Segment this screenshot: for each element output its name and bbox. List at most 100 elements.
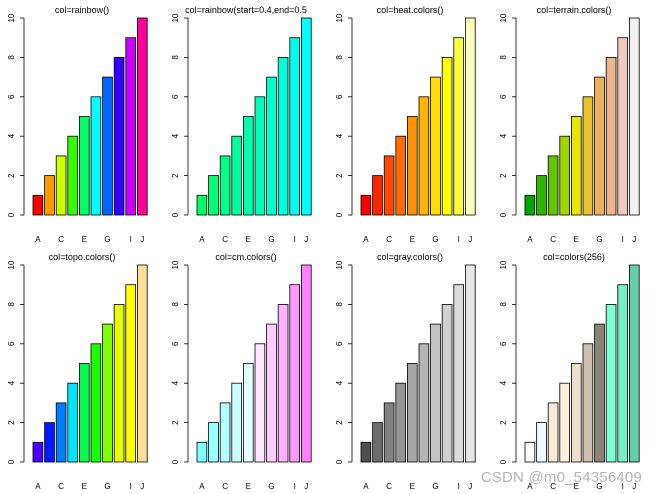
y-tick-label: 8 — [335, 302, 344, 307]
chart-panel-5: col=topo.colors() 0 2 4 6 8 10 A C E G I J — [7, 252, 148, 491]
y-tick-label: 8 — [335, 55, 344, 60]
bar-H — [441, 303, 453, 463]
bar-H — [605, 303, 617, 463]
chart-title: col=rainbow(start=0.4,end=0.5 — [185, 5, 307, 15]
chart-panel-8: col=colors(256) 0 2 4 6 8 10 A C E G I J — [499, 252, 640, 491]
bar-F — [90, 343, 102, 463]
bar-J — [300, 264, 312, 463]
y-tick-label: 4 — [499, 380, 508, 385]
x-tick-label: E — [82, 235, 87, 244]
y-tick-label: 10 — [7, 13, 16, 22]
x-tick-label: C — [550, 482, 556, 491]
y-tick-label: 8 — [7, 302, 16, 307]
x-tick-label: C — [222, 482, 228, 491]
bar-C — [55, 402, 67, 463]
x-tick-label: C — [386, 235, 392, 244]
bar-C — [383, 155, 395, 216]
x-tick-label: A — [363, 235, 369, 244]
y-tick-label: 0 — [499, 459, 508, 464]
bar-H — [113, 57, 125, 216]
chart-panel-3: col=heat.colors() 0 2 4 6 8 10 A C E G I J — [335, 5, 476, 244]
bar-C — [219, 155, 231, 216]
y-tick-label: 10 — [171, 260, 180, 269]
bar-A — [360, 194, 372, 216]
bar-I — [289, 284, 300, 463]
bar-E — [406, 116, 418, 216]
x-tick-label: G — [268, 482, 274, 491]
x-tick-label: A — [527, 235, 533, 244]
y-tick-label: 2 — [499, 173, 508, 178]
x-tick-label: A — [527, 482, 533, 491]
bar-J — [464, 264, 476, 463]
x-tick-label: G — [268, 235, 274, 244]
bar-A — [524, 441, 536, 463]
chart-title: col=rainbow() — [55, 5, 109, 15]
bar-G — [430, 76, 441, 216]
chart-panel-2: col=rainbow(start=0.4,end=0.5 0 2 4 6 8 10 A C E G… — [171, 5, 312, 244]
bar-J — [136, 264, 148, 463]
bar-A — [196, 194, 208, 216]
x-tick-label: J — [468, 482, 472, 491]
y-tick-label: 6 — [499, 341, 508, 346]
x-tick-label: A — [35, 482, 41, 491]
chart-title: col=topo.colors() — [49, 252, 116, 262]
y-tick-label: 2 — [499, 420, 508, 425]
y-tick-label: 6 — [499, 94, 508, 99]
x-tick-label: C — [386, 482, 392, 491]
x-tick-label: C — [550, 235, 556, 244]
y-tick-label: 10 — [7, 260, 16, 269]
bar-A — [360, 441, 372, 463]
x-tick-label: E — [410, 482, 415, 491]
y-tick-label: 8 — [171, 55, 180, 60]
bar-B — [44, 175, 55, 216]
x-tick-label: J — [632, 482, 636, 491]
bar-A — [524, 194, 536, 216]
y-tick-label: 10 — [335, 260, 344, 269]
x-tick-label: C — [58, 235, 64, 244]
x-tick-label: G — [104, 482, 110, 491]
y-tick-label: 6 — [7, 94, 16, 99]
x-tick-label: I — [130, 235, 132, 244]
bar-D — [67, 135, 79, 216]
y-tick-label: 6 — [171, 341, 180, 346]
y-tick-label: 8 — [7, 55, 16, 60]
x-tick-label: G — [104, 235, 110, 244]
chart-title: col=cm.colors() — [215, 252, 276, 262]
bar-D — [395, 382, 406, 463]
y-tick-label: 2 — [7, 173, 16, 178]
x-tick-label: J — [304, 235, 308, 244]
bar-G — [594, 323, 605, 463]
bar-H — [277, 57, 289, 216]
x-tick-label: A — [199, 482, 205, 491]
bar-F — [254, 343, 266, 463]
y-tick-label: 8 — [499, 55, 508, 60]
y-tick-label: 0 — [7, 212, 16, 217]
bar-F — [418, 96, 430, 216]
bar-F — [582, 343, 594, 463]
x-tick-label: G — [596, 482, 602, 491]
bar-H — [277, 303, 289, 463]
bar-G — [102, 323, 113, 463]
y-tick-label: 10 — [499, 13, 508, 22]
x-tick-label: G — [432, 235, 438, 244]
x-tick-label: E — [246, 235, 251, 244]
bar-F — [418, 343, 430, 463]
bar-J — [136, 17, 148, 216]
bar-H — [605, 57, 617, 216]
bar-I — [453, 284, 464, 463]
bar-D — [67, 382, 79, 463]
x-tick-label: E — [410, 235, 415, 244]
x-tick-label: A — [199, 235, 205, 244]
bar-E — [406, 363, 418, 463]
bar-C — [55, 155, 67, 216]
bar-I — [125, 284, 137, 463]
y-tick-label: 4 — [171, 380, 180, 385]
bar-J — [300, 17, 312, 216]
y-tick-label: 0 — [499, 212, 508, 217]
bar-J — [464, 17, 476, 216]
x-tick-label: G — [596, 235, 602, 244]
chart-title: col=gray.colors() — [377, 252, 443, 262]
bar-A — [32, 441, 44, 463]
bar-C — [219, 402, 231, 463]
